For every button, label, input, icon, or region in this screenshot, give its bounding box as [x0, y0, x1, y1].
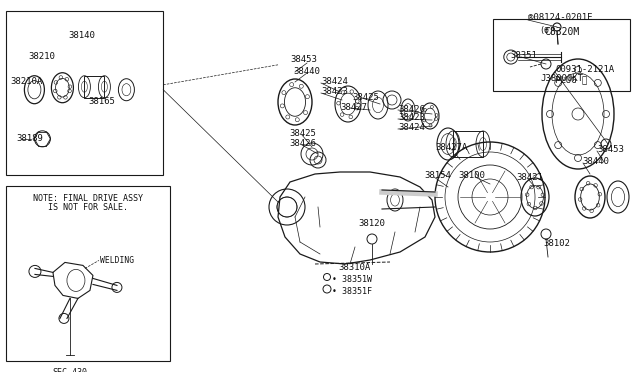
Text: 38100: 38100: [458, 171, 485, 180]
Text: 38423: 38423: [398, 113, 425, 122]
Text: 38440: 38440: [582, 157, 609, 167]
Text: 38426: 38426: [398, 105, 425, 113]
Text: WELDING: WELDING: [100, 256, 134, 265]
Text: • 38351F: • 38351F: [332, 286, 372, 295]
Text: 38210: 38210: [28, 52, 55, 61]
Text: 38453: 38453: [290, 55, 317, 64]
Text: 38120: 38120: [358, 219, 385, 228]
Text: (θ): (θ): [539, 26, 554, 35]
Text: ®08124-0201E: ®08124-0201E: [528, 13, 593, 22]
Text: 38425: 38425: [289, 129, 316, 138]
Text: 38427A: 38427A: [435, 142, 467, 151]
Bar: [453, 131, 483, 157]
Text: J38000KT: J38000KT: [540, 74, 583, 83]
Text: • 38351W: • 38351W: [332, 275, 372, 283]
Text: 38140: 38140: [68, 31, 95, 40]
Text: SEC.430: SEC.430: [52, 368, 88, 372]
Text: 38165: 38165: [88, 97, 115, 106]
Text: 38154: 38154: [424, 171, 451, 180]
Bar: [84, 76, 104, 98]
Text: 00931-2121A: 00931-2121A: [555, 65, 614, 74]
Text: 38210A: 38210A: [10, 77, 43, 86]
Text: IS NOT FOR SALE.: IS NOT FOR SALE.: [48, 203, 128, 212]
Text: 38423: 38423: [321, 87, 348, 96]
Text: 38424: 38424: [398, 124, 425, 132]
Text: 38425: 38425: [352, 93, 379, 102]
Text: NOTE: FINAL DRIVE ASSY: NOTE: FINAL DRIVE ASSY: [33, 194, 143, 203]
Text: C8320M: C8320M: [544, 27, 579, 36]
Bar: [493, 19, 630, 91]
Text: PLUG ①: PLUG ①: [555, 76, 588, 84]
Text: 38426: 38426: [289, 140, 316, 148]
Text: 38427: 38427: [340, 103, 367, 112]
Text: 38424: 38424: [321, 77, 348, 87]
Text: 38440: 38440: [293, 67, 320, 77]
Text: 38310A: 38310A: [338, 263, 371, 272]
Text: 38453: 38453: [597, 145, 624, 154]
Text: 38102: 38102: [543, 240, 570, 248]
Bar: [6, 186, 170, 361]
Text: 38421: 38421: [516, 173, 543, 183]
Text: 38189: 38189: [17, 134, 44, 143]
Bar: [6, 11, 163, 175]
Text: 38351: 38351: [510, 51, 537, 61]
